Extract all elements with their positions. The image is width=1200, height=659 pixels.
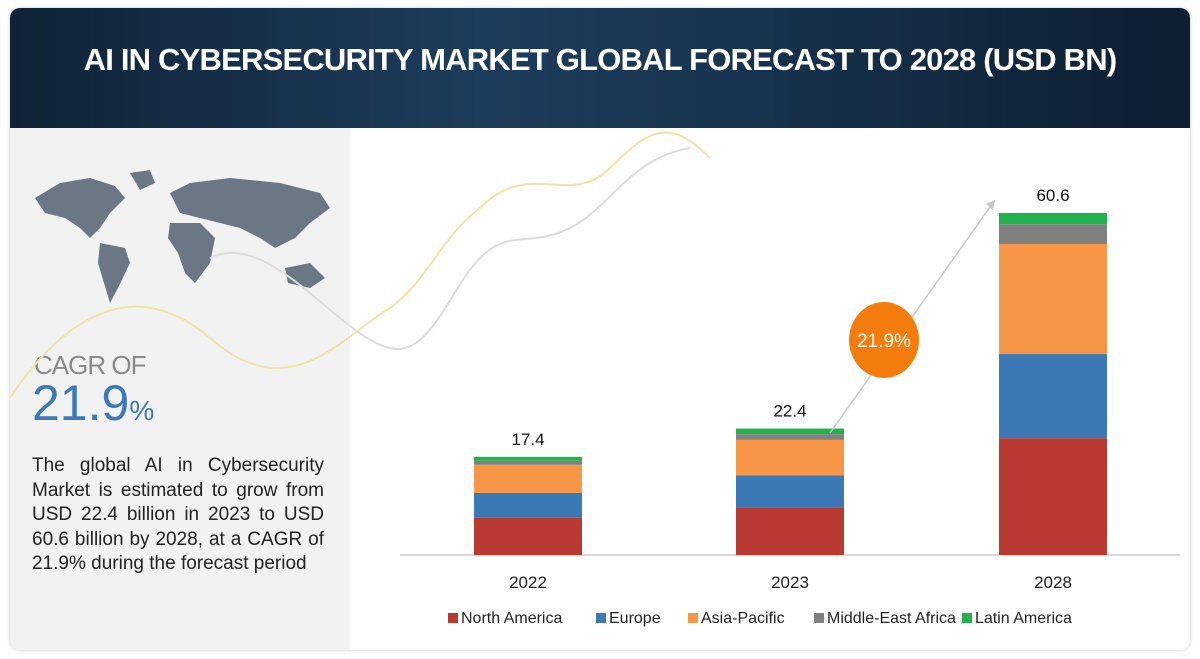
bar-total-label: 22.4: [773, 402, 806, 421]
x-tick-label: 2022: [509, 573, 547, 592]
bar-segment-asia-pacific: [736, 439, 844, 476]
legend-label: Middle-East Africa: [827, 610, 956, 627]
bar-segment-latin-america: [736, 428, 844, 435]
bar-total-label: 17.4: [511, 430, 544, 449]
cagr-unit: %: [129, 395, 155, 426]
bar-segment-latin-america: [999, 213, 1107, 225]
legend-label: North America: [461, 610, 562, 627]
x-tick-label: 2028: [1034, 573, 1072, 592]
cagr-number: 21.9: [32, 375, 130, 431]
title-banner: AI IN CYBERSECURITY MARKET GLOBAL FORECA…: [10, 8, 1190, 128]
world-map-icon: [35, 170, 330, 303]
x-tick-label: 2023: [771, 573, 809, 592]
legend-label: Latin America: [975, 610, 1072, 627]
cagr-label: CAGR OF: [34, 350, 146, 380]
bar-segment-europe: [999, 354, 1107, 439]
bar-segment-asia-pacific: [474, 464, 582, 493]
growth-arrow: [829, 199, 996, 434]
bar-segment-middle-east-africa: [474, 460, 582, 465]
bar-segment-europe: [474, 492, 582, 518]
infographic: AI IN CYBERSECURITY MARKET GLOBAL FORECA…: [10, 8, 1190, 650]
page-title: AI IN CYBERSECURITY MARKET GLOBAL FORECA…: [83, 42, 1118, 77]
legend-swatch: [448, 613, 458, 623]
market-description: The global AI in Cybersecurity Market is…: [32, 455, 324, 574]
bar-total-label: 60.6: [1036, 186, 1069, 205]
stacked-bar-chart: 17.4 2022 22.4 2023 60.6 2028 21.9% North Ame…: [10, 131, 1180, 627]
bar-segment-middle-east-africa: [999, 224, 1107, 245]
legend-label: Europe: [609, 610, 661, 627]
bar-segment-north-america: [999, 438, 1107, 555]
cagr-value: 21.9%: [32, 374, 154, 432]
legend-swatch: [688, 613, 698, 623]
legend-label: Asia-Pacific: [701, 610, 785, 627]
bar-segment-north-america: [736, 507, 844, 555]
bar-segment-latin-america: [474, 456, 582, 461]
cagr-badge: [849, 302, 919, 378]
legend-swatch: [814, 613, 824, 623]
decorative-wave: [209, 147, 691, 350]
bar-segment-asia-pacific: [999, 244, 1107, 355]
bar-segment-middle-east-africa: [736, 434, 844, 440]
legend-swatch: [596, 613, 606, 623]
legend-swatch: [962, 613, 972, 623]
cagr-badge-label: 21.9%: [857, 331, 911, 352]
bar-segment-europe: [736, 475, 844, 508]
arrow-head: [986, 200, 995, 210]
bar-segment-north-america: [474, 517, 582, 555]
decorative-wave: [10, 131, 711, 399]
